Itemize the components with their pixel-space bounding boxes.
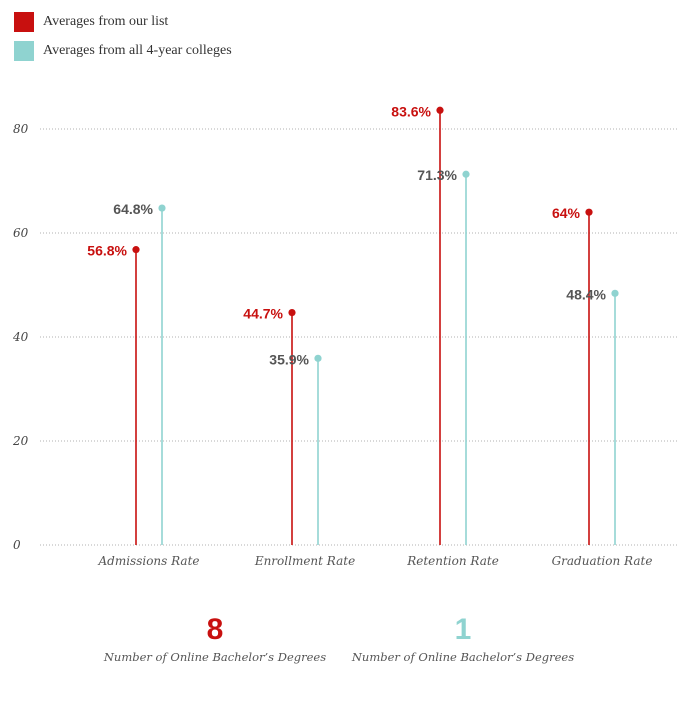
x-category-label-1: Enrollment Rate bbox=[254, 554, 355, 568]
lollipop-dot-s1-1 bbox=[314, 354, 322, 362]
value-label-s1-0: 64.8% bbox=[113, 201, 153, 217]
y-tick-label-20: 20 bbox=[12, 434, 29, 448]
lollipop-dot-s0-2 bbox=[436, 106, 444, 114]
lollipop-dot-s0-0 bbox=[132, 246, 140, 254]
stats-section: 8 Number of Online Bachelor’s Degrees 1 … bbox=[0, 612, 681, 682]
x-category-label-0: Admissions Rate bbox=[97, 554, 199, 568]
x-category-label-3: Graduation Rate bbox=[552, 554, 653, 568]
stat-value-our-list: 8 bbox=[206, 613, 224, 646]
legend-swatch-all-colleges bbox=[14, 41, 34, 61]
value-label-s0-2: 83.6% bbox=[391, 103, 431, 119]
x-category-label-2: Retention Rate bbox=[406, 554, 499, 568]
legend-swatch-our-list bbox=[14, 12, 34, 32]
y-tick-label-60: 60 bbox=[13, 226, 29, 240]
value-label-s0-3: 64% bbox=[552, 205, 581, 221]
y-tick-label-0: 0 bbox=[13, 538, 21, 552]
value-label-s0-1: 44.7% bbox=[243, 306, 283, 322]
lollipop-chart: 0 20 40 60 80 Admissions Rate 56.8% 64.8% Enroll… bbox=[12, 103, 678, 568]
value-label-s1-1: 35.9% bbox=[269, 351, 309, 367]
stat-label-our-list: Number of Online Bachelor’s Degrees bbox=[103, 650, 327, 664]
legend-label-our-list: Averages from our list bbox=[43, 14, 169, 29]
lollipop-dot-s1-3 bbox=[611, 289, 619, 297]
lollipop-dot-s1-0 bbox=[158, 204, 166, 212]
stat-value-all-colleges: 1 bbox=[454, 613, 472, 646]
lollipop-dot-s1-2 bbox=[462, 170, 470, 178]
lollipop-dot-s0-1 bbox=[288, 308, 296, 317]
value-label-s0-0: 56.8% bbox=[87, 243, 127, 259]
lollipop-dot-s0-3 bbox=[585, 208, 593, 216]
y-tick-label-80: 80 bbox=[13, 122, 29, 136]
legend-item-our-list[interactable]: Averages from our list bbox=[14, 10, 232, 34]
stat-our-list: 8 Number of Online Bachelor’s Degrees bbox=[95, 612, 335, 664]
legend-label-all-colleges: Averages from all 4-year colleges bbox=[43, 43, 232, 58]
value-label-s1-2: 71.3% bbox=[417, 167, 457, 183]
stat-label-all-colleges: Number of Online Bachelor’s Degrees bbox=[351, 650, 575, 664]
stat-all-colleges: 1 Number of Online Bachelor’s Degrees bbox=[343, 612, 583, 664]
legend-item-all-colleges[interactable]: Averages from all 4-year colleges bbox=[14, 39, 232, 63]
y-tick-label-40: 40 bbox=[12, 330, 29, 344]
chart-legend: Averages from our list Averages from all… bbox=[14, 10, 232, 68]
value-label-s1-3: 48.4% bbox=[566, 286, 606, 302]
